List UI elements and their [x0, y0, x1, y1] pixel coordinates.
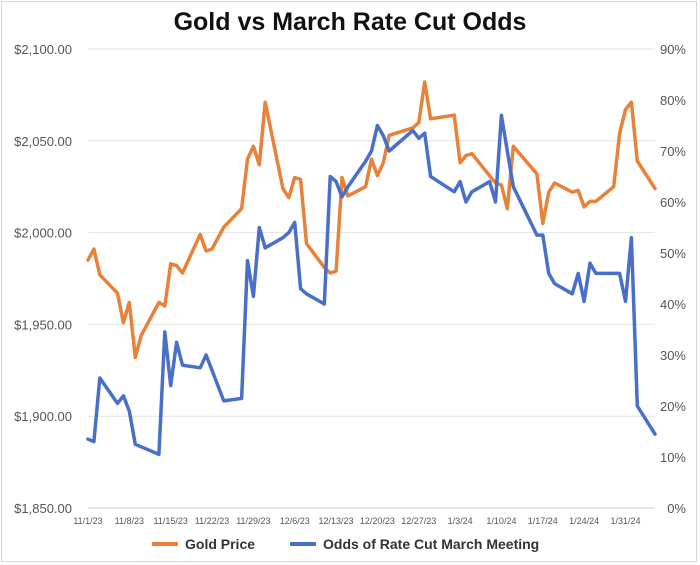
- x-axis-tick-label: 1/3/24: [448, 516, 473, 526]
- right-axis-tick-label: 10%: [660, 450, 686, 465]
- right-axis-tick-label: 0%: [667, 501, 686, 516]
- right-axis-tick-label: 20%: [660, 399, 686, 414]
- series-line-gold-price: [86, 80, 657, 360]
- left-axis-ticks: $1,850.00 $1,900.00 $1,950.00 $2,000.00 $2,0…: [14, 42, 72, 516]
- x-axis-tick-label: 1/31/24: [610, 516, 640, 526]
- x-axis-tick-label: 12/27/23: [401, 516, 436, 526]
- x-axis-tick-label: 11/29/23: [236, 516, 270, 526]
- x-axis-tick-label: 12/13/23: [319, 516, 354, 526]
- legend-label-gold-price: Gold Price: [185, 536, 255, 552]
- x-axis-tick-label: 1/10/24: [486, 516, 516, 526]
- x-axis-ticks: 11/1/23 11/8/23 11/15/23 11/22/23 11/29/23 12…: [73, 516, 640, 526]
- left-axis-tick-label: $2,100.00: [14, 42, 72, 57]
- right-axis-tick-label: 40%: [660, 297, 686, 312]
- right-axis-tick-label: 80%: [660, 93, 686, 108]
- x-axis-tick-label: 11/1/23: [73, 516, 102, 526]
- right-axis-tick-label: 90%: [660, 42, 686, 57]
- x-axis-tick-label: 12/6/23: [280, 516, 310, 526]
- gridlines: [88, 48, 655, 509]
- x-axis-tick-label: 1/17/24: [528, 516, 558, 526]
- legend: Gold Price Odds of Rate Cut March Meetin…: [152, 536, 539, 552]
- right-axis-tick-label: 50%: [660, 246, 686, 261]
- x-axis-tick-label: 1/24/24: [569, 516, 599, 526]
- x-axis-tick-label: 11/15/23: [154, 516, 188, 526]
- legend-label-rate-cut-odds: Odds of Rate Cut March Meeting: [323, 536, 539, 552]
- x-axis-tick-label: 11/8/23: [115, 516, 144, 526]
- x-axis-tick-label: 11/22/23: [195, 516, 229, 526]
- left-axis-tick-label: $2,050.00: [14, 134, 72, 149]
- left-axis-tick-label: $1,900.00: [14, 409, 72, 424]
- left-axis-tick-label: $1,950.00: [14, 317, 72, 332]
- x-axis-tick-label: 12/20/23: [360, 516, 395, 526]
- series-lines: [86, 80, 657, 457]
- right-axis-tick-label: 70%: [660, 144, 686, 159]
- series-line-rate-cut-odds: [86, 113, 657, 457]
- right-axis-tick-label: 60%: [660, 195, 686, 210]
- right-axis-ticks: 0% 10% 20% 30% 40% 50% 60% 70% 80% 90%: [660, 42, 686, 516]
- left-axis-tick-label: $2,000.00: [14, 226, 72, 241]
- chart-title: Gold vs March Rate Cut Odds: [174, 8, 527, 36]
- right-axis-tick-label: 30%: [660, 348, 686, 363]
- left-axis-tick-label: $1,850.00: [14, 501, 72, 516]
